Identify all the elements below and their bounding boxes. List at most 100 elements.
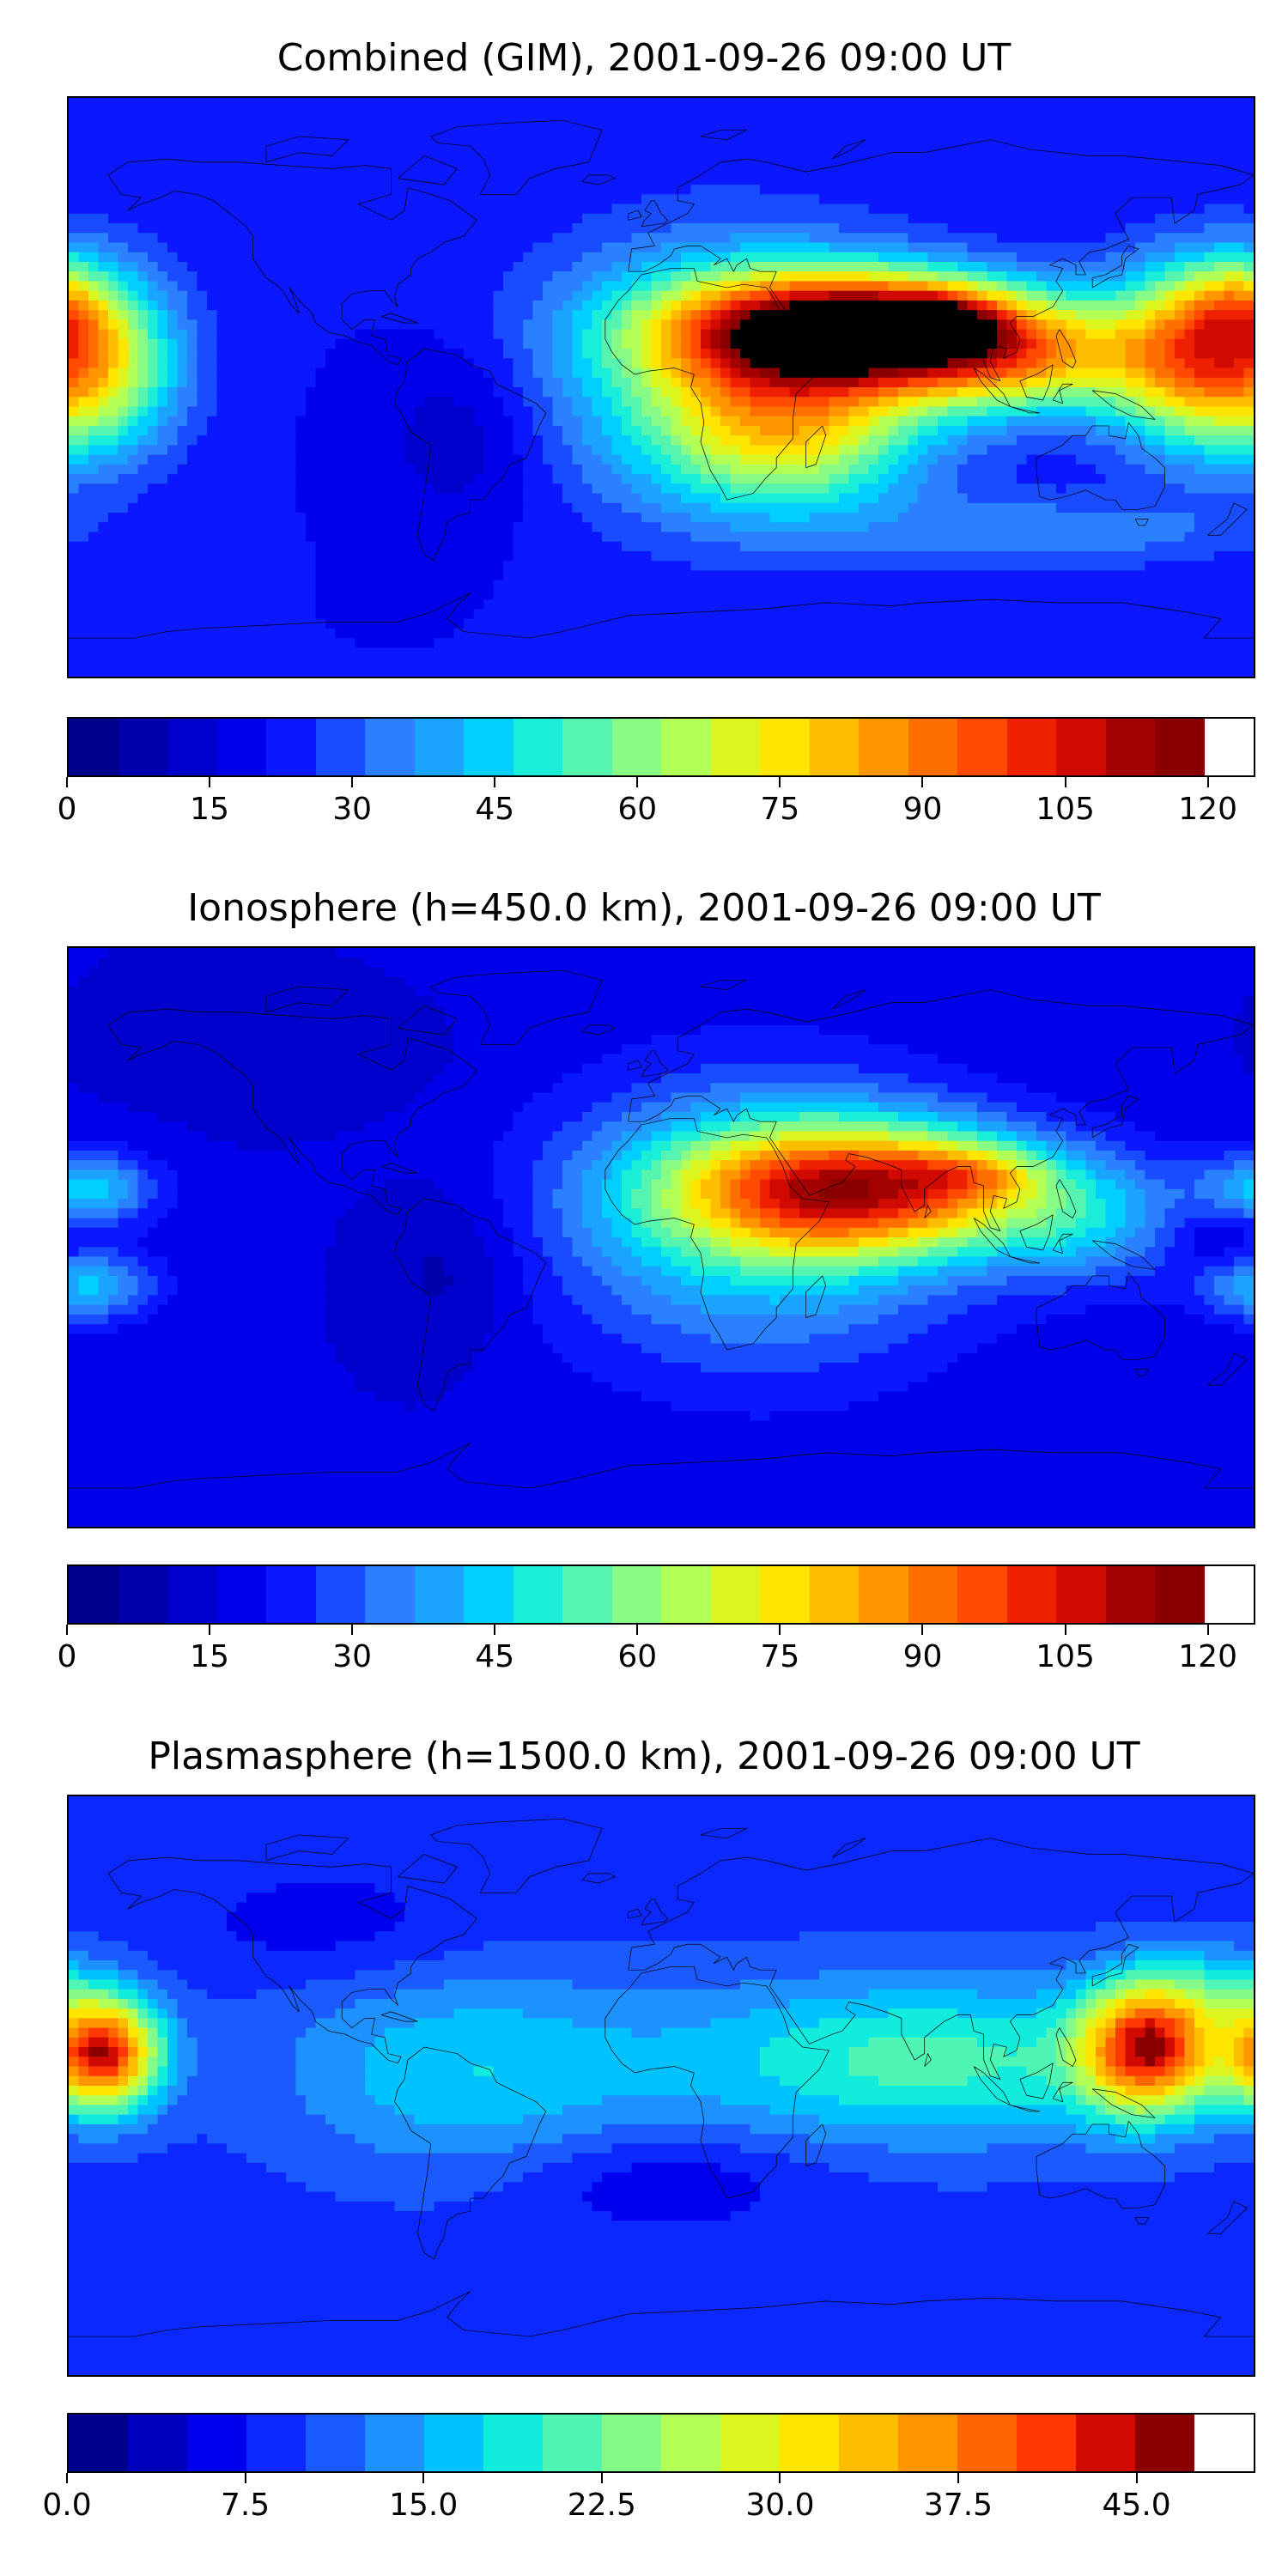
field-cell [1204,1295,1225,1306]
field-cell [1096,2047,1107,2058]
field-cell [611,464,633,476]
field-cell [1017,1170,1028,1181]
coastline [1092,2089,1155,2118]
field-cell [957,445,988,456]
field-cell [69,1430,1254,1442]
field-cell [543,1247,574,1258]
field-cell [148,1199,179,1210]
field-cell [1066,319,1087,331]
field-cell [1175,1237,1196,1249]
field-cell [661,1170,672,1181]
field-cell [1164,2008,1186,2020]
field-cell [503,1218,534,1230]
field-cell [1184,300,1196,312]
field-cell [69,957,100,969]
field-cell [701,1188,722,1200]
field-cell [1194,290,1206,302]
field-cell [671,223,841,234]
field-cell [177,1970,356,1981]
field-cell [927,1131,949,1142]
field-cell [720,310,732,321]
field-cell [552,464,584,476]
field-cell [137,2105,159,2117]
field-cell [1175,252,1206,264]
field-cell [552,319,574,331]
field-cell [592,310,613,321]
field-cell [957,1121,979,1133]
field-cell [967,300,979,312]
field-cell [88,338,100,350]
field-cell [1125,2037,1137,2049]
field-cell [740,1102,880,1114]
field-cell [730,358,742,369]
field-cell [108,1295,130,1306]
field-cell [1056,338,1078,350]
field-cell [108,319,119,331]
field-cell [740,2143,890,2154]
field-cell [88,368,110,380]
field-cell [1214,1285,1236,1297]
field-cell [1164,474,1254,485]
field-cell [671,377,683,389]
field-cell [977,1121,1008,1133]
field-cell [1096,1998,1107,2010]
field-cell [1056,310,1078,321]
field-cell [137,1989,149,2001]
field-cell [1155,329,1176,341]
field-cell [730,483,830,495]
field-cell [69,2123,149,2136]
field-cell [1125,425,1146,437]
field-cell [760,1208,781,1219]
field-cell [552,406,574,418]
field-cell [690,368,712,380]
field-cell [1194,319,1206,331]
field-cell [868,2037,979,2049]
field-cell [769,1247,860,1258]
field-cell [918,1150,949,1162]
colorbar-2-ticks: 0 15 30 45 60 75 90 105 120 [58,1625,1255,1676]
field-cell [651,1035,870,1046]
field-cell [108,329,119,341]
field-cell [216,310,495,321]
field-cell [671,1170,683,1181]
field-cell [829,406,850,418]
field-cell [493,589,1254,601]
field-cell [730,1188,742,1200]
field-cell [789,1998,1058,2010]
field-cell [622,1170,643,1181]
field-cell [1085,1208,1107,1219]
field-cell [1175,242,1216,254]
field-cell [1145,445,1166,456]
field-cell [829,483,860,495]
field-cell [493,319,525,331]
field-cell [789,387,811,398]
field-cell [1115,1179,1137,1191]
tick-label: 15.0 [389,2488,459,2523]
field-cell [69,204,613,216]
field-cell [661,1266,692,1278]
colorbar-segment [315,719,365,775]
field-cell [592,2182,762,2193]
field-cell [681,290,692,302]
field-cell [69,1314,110,1326]
field-cell [1234,2075,1245,2087]
field-cell [493,329,525,341]
field-cell [641,1150,663,1162]
field-cell [69,2201,396,2213]
field-cell [453,628,1254,640]
field-cell [1105,1199,1127,1210]
field-cell [602,358,623,369]
field-cell [1036,338,1048,350]
field-cell [473,474,525,485]
field-cell [661,349,672,360]
field-cell [227,1922,396,1933]
field-cell [641,445,663,456]
tick-mark [1206,1625,1209,1635]
field-cell [315,561,505,572]
field-cell [1243,2037,1254,2049]
field-cell [513,1121,564,1133]
field-cell [464,349,505,360]
tick-label: 37.5 [923,2488,993,2523]
field-cell [69,2143,169,2154]
field-cell [1026,1150,1038,1162]
